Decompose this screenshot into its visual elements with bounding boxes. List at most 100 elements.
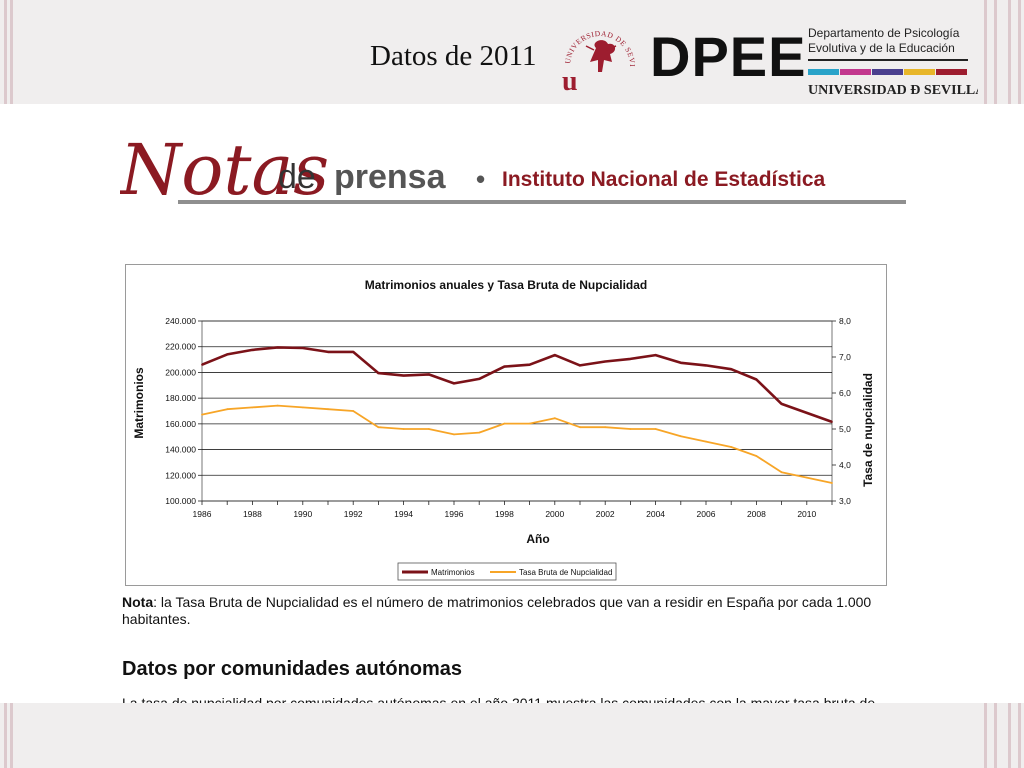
data-point-1-14 <box>553 417 556 420</box>
dpee-logo-letters: DPEE <box>650 25 807 88</box>
data-point-0-19 <box>679 361 682 364</box>
university-seal-logo: UNIVERSIDAD DE SEVILLA u <box>560 22 636 96</box>
data-point-0-20 <box>705 364 707 367</box>
dpee-department-logo: DPEE Departamento de Psicología Evolutiv… <box>650 25 978 98</box>
data-point-1-10 <box>453 433 455 436</box>
data-point-0-23 <box>780 403 783 405</box>
y2-tick-label-1: 4,0 <box>839 460 851 470</box>
data-point-0-8 <box>402 374 405 377</box>
press-header-prensa: prensa <box>334 158 447 196</box>
data-point-1-7 <box>377 426 380 429</box>
slide-header-band <box>0 0 1024 104</box>
notas-script-logo: Notas <box>120 129 329 211</box>
section-cut-paragraph: La tasa de nupcialidad por comunidades a… <box>122 695 876 703</box>
press-header-bullet: • <box>476 164 485 194</box>
note-label: Nota <box>122 594 154 610</box>
x-tick-label-1: 1988 <box>243 509 262 519</box>
slide-footer-band <box>0 703 1024 768</box>
x-tick-label-7: 2000 <box>545 509 564 519</box>
data-point-0-2 <box>251 349 254 351</box>
x-tick-label-3: 1992 <box>344 509 363 519</box>
left-pillar-decoration-bottom <box>0 703 44 768</box>
data-point-1-2 <box>251 406 254 409</box>
x-tick-label-2: 1990 <box>293 509 312 519</box>
dept-name-line2: Evolutiva y de la Educación <box>808 41 955 55</box>
x-tick-label-10: 2006 <box>697 509 716 519</box>
y-tick-label-5: 200.000 <box>165 367 196 377</box>
chart-title: Matrimonios anuales y Tasa Bruta de Nupc… <box>365 278 648 292</box>
data-point-0-25 <box>831 421 833 423</box>
right-pillar-decoration <box>980 0 1024 104</box>
x-tick-label-0: 1986 <box>193 509 212 519</box>
y-tick-label-3: 160.000 <box>165 419 196 429</box>
x-tick-label-4: 1994 <box>394 509 413 519</box>
data-point-0-14 <box>553 354 556 356</box>
data-point-1-3 <box>276 404 279 407</box>
data-point-0-15 <box>579 364 581 367</box>
chart-canvas: Matrimonios anuales y Tasa Bruta de Nupc… <box>132 278 875 581</box>
data-point-0-1 <box>226 353 229 356</box>
x-tick-label-11: 2008 <box>747 509 766 519</box>
data-point-1-6 <box>352 410 355 412</box>
y2-tick-label-2: 5,0 <box>839 424 851 434</box>
data-point-0-7 <box>377 372 380 374</box>
data-point-1-25 <box>831 482 833 484</box>
x-tick-label-12: 2010 <box>797 509 816 519</box>
university-wordmark: UNIVERSIDAD Ð SEVILLA <box>808 83 978 98</box>
notas-de-prensa-header: Notas de prensa • Instituto Nacional de … <box>120 129 906 211</box>
press-header-institute: Instituto Nacional de Estadística <box>502 168 826 191</box>
data-point-0-16 <box>604 360 607 363</box>
y-tick-label-2: 140.000 <box>165 445 196 455</box>
data-point-1-22 <box>755 455 758 457</box>
data-point-1-4 <box>301 406 304 409</box>
legend-label-matrimonios: Matrimonios <box>431 568 475 577</box>
marriages-chart: Matrimonios anuales y Tasa Bruta de Nupc… <box>125 264 887 586</box>
y-tick-label-1: 120.000 <box>165 470 196 480</box>
y2-tick-label-4: 7,0 <box>839 352 851 362</box>
y-tick-label-6: 220.000 <box>165 342 196 352</box>
data-point-0-10 <box>453 382 455 385</box>
data-point-0-0 <box>201 363 203 366</box>
data-point-1-11 <box>478 431 481 434</box>
slide-title: Datos de 2011 <box>370 40 537 72</box>
series-line-tasa-nupcialidad <box>201 404 833 484</box>
x-tick-label-5: 1996 <box>445 509 464 519</box>
data-point-1-0 <box>201 413 203 416</box>
x-tick-label-6: 1998 <box>495 509 514 519</box>
press-header-de: de <box>278 158 316 196</box>
data-point-0-5 <box>327 350 329 353</box>
data-point-0-17 <box>629 358 632 360</box>
note-text: : la Tasa Bruta de Nupcialidad es el núm… <box>122 594 872 627</box>
data-point-0-12 <box>503 365 506 368</box>
data-point-0-11 <box>478 377 481 380</box>
data-point-0-22 <box>755 378 758 381</box>
data-point-1-13 <box>528 422 531 425</box>
data-point-1-23 <box>780 471 783 474</box>
data-point-1-9 <box>427 428 430 430</box>
y2-tick-label-3: 6,0 <box>839 388 851 398</box>
series-line-matrimonios <box>201 346 833 424</box>
data-point-1-15 <box>579 426 581 429</box>
y2-tick-label-0: 3,0 <box>839 496 851 506</box>
section-heading: Datos por comunidades autónomas <box>122 658 463 680</box>
y2-tick-label-5: 8,0 <box>839 316 851 326</box>
x-tick-label-9: 2004 <box>646 509 665 519</box>
chart-legend: Matrimonios Tasa Bruta de Nupcialidad <box>397 562 617 581</box>
data-point-0-13 <box>528 363 531 366</box>
data-point-0-6 <box>352 350 355 353</box>
data-point-1-16 <box>604 426 607 429</box>
left-pillar-decoration <box>0 0 44 104</box>
data-point-1-8 <box>402 428 405 430</box>
data-point-0-9 <box>427 373 430 376</box>
data-point-1-19 <box>679 435 682 438</box>
right-pillar-decoration-bottom <box>980 703 1024 768</box>
y-tick-label-7: 240.000 <box>165 316 196 326</box>
legend-label-tasa: Tasa Bruta de Nupcialidad <box>519 568 612 577</box>
data-point-0-24 <box>805 412 808 414</box>
data-point-1-24 <box>805 476 808 479</box>
data-point-1-21 <box>730 446 733 448</box>
data-point-0-18 <box>654 354 657 356</box>
press-release-image: Notas de prensa • Instituto Nacional de … <box>104 104 920 703</box>
y-tick-label-0: 100.000 <box>165 496 196 506</box>
svg-text:u: u <box>562 66 578 96</box>
